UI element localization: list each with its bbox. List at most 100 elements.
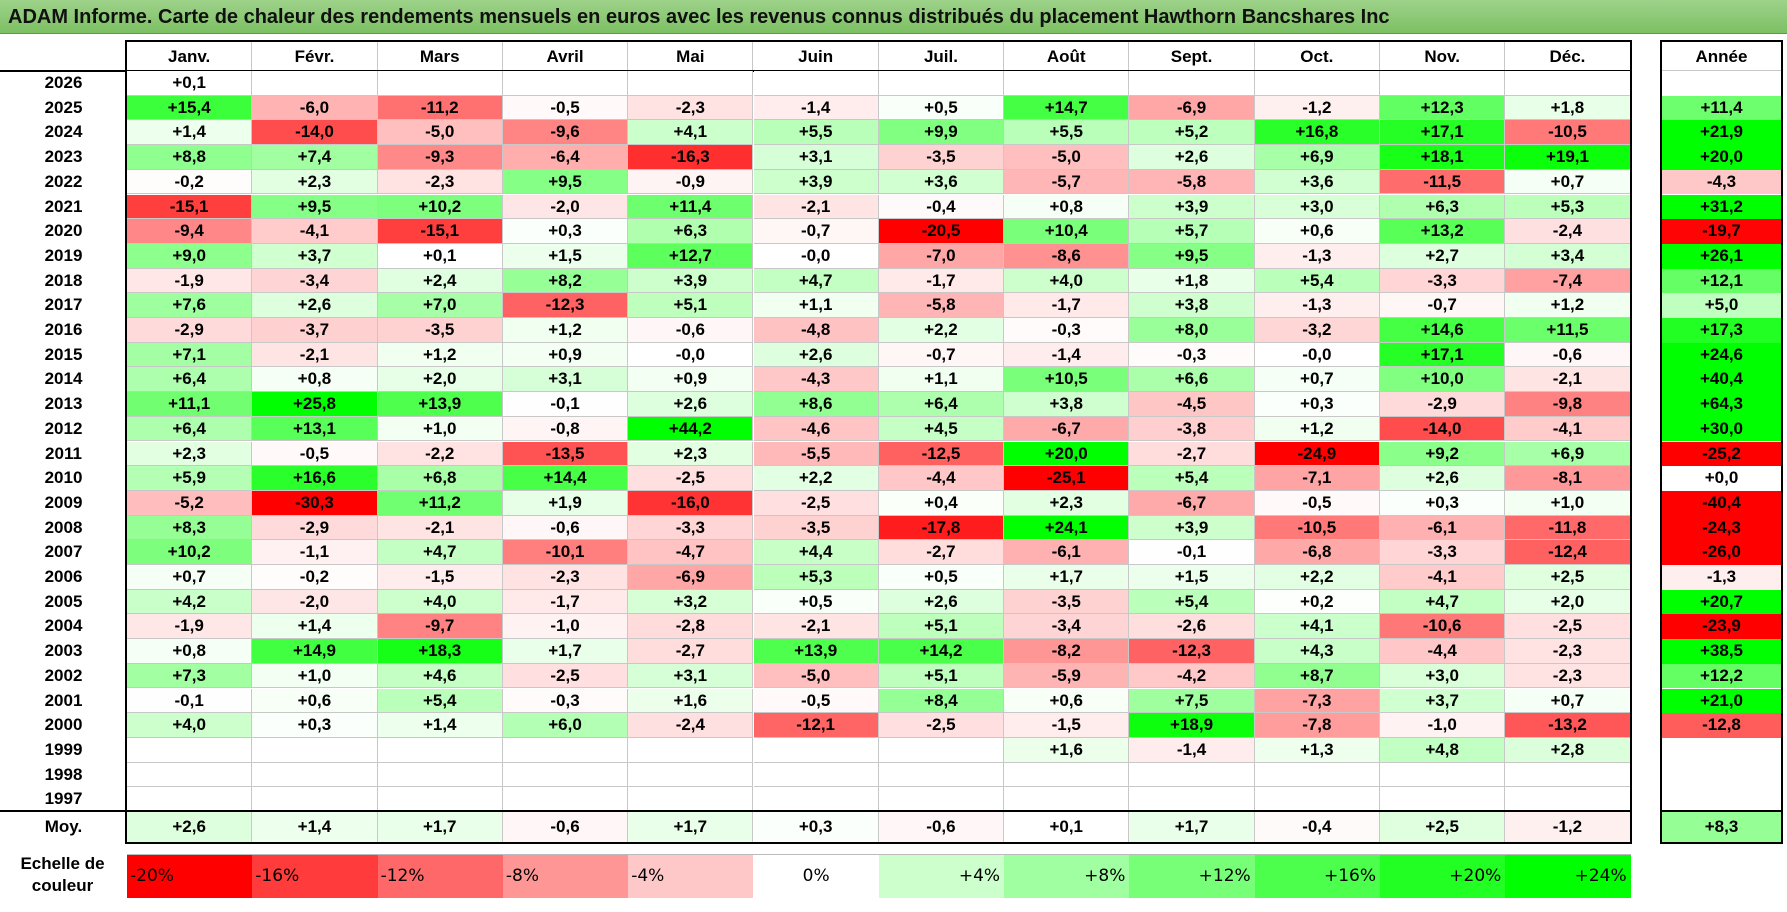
heatmap-cell: +5,5	[753, 120, 879, 146]
heatmap-cell: -1,2	[1254, 95, 1380, 121]
heatmap-cell: +5,1	[878, 663, 1005, 689]
heatmap-cell	[628, 762, 754, 788]
annual-cell: -23,9	[1662, 614, 1781, 640]
heatmap-cell: -10,5	[1254, 515, 1380, 541]
heatmap-cell: +13,9	[753, 639, 879, 664]
heatmap-cell	[1254, 762, 1380, 788]
heatmap-cell: +44,2	[628, 416, 754, 442]
row-year-label: 2024	[44, 122, 83, 142]
heatmap-cell: -1,0	[1380, 713, 1506, 738]
heatmap-cell: +1,5	[502, 243, 629, 269]
heatmap-cell: -0,5	[252, 441, 378, 467]
heatmap-cell: -0,0	[753, 243, 879, 269]
scale-step: -4%	[628, 854, 754, 898]
heatmap-cell	[127, 737, 253, 763]
heatmap-cell: -1,3	[1254, 293, 1380, 318]
heatmap-cell: -0,7	[753, 219, 879, 244]
heatmap-cell: +7,6	[127, 293, 253, 318]
heatmap-cell: -0,1	[502, 392, 629, 417]
heatmap-cell	[878, 762, 1005, 788]
heatmap-cell: +3,4	[1505, 243, 1631, 269]
heatmap-cell: +10,5	[1004, 367, 1130, 393]
heatmap-cell: +17,1	[1380, 120, 1506, 146]
heatmap-cell: -0,6	[502, 515, 629, 541]
heatmap-cell: -9,3	[377, 145, 503, 170]
heatmap-cell	[1004, 71, 1130, 96]
heatmap-cell: +5,1	[628, 293, 754, 318]
average-cell: +0,3	[753, 812, 879, 842]
heatmap-cell	[252, 71, 378, 96]
heatmap-cell: +2,3	[628, 441, 754, 467]
heatmap-cell: +1,2	[502, 318, 629, 343]
heatmap-cell: +0,9	[502, 342, 629, 368]
heatmap-cell: +1,9	[502, 490, 629, 516]
heatmap-cell: -25,1	[1004, 466, 1130, 491]
heatmap-cell: -2,1	[1505, 367, 1631, 393]
row-year-label: 2001	[44, 690, 83, 710]
heatmap-cell: -4,1	[1380, 565, 1506, 590]
heatmap-cell: +4,7	[753, 268, 879, 294]
heatmap-cell: -2,0	[502, 194, 629, 220]
heatmap-cell: -2,4	[628, 713, 754, 738]
heatmap-cell	[1380, 787, 1506, 812]
heatmap-cell: +11,4	[628, 194, 754, 220]
heatmap-cell: +14,9	[252, 639, 378, 664]
heatmap-cell	[628, 787, 754, 812]
heatmap-cell: -11,5	[1380, 169, 1506, 195]
heatmap-cell: +3,9	[753, 169, 879, 195]
heatmap-cell: +10,2	[377, 194, 503, 220]
heatmap-cell: -1,7	[878, 268, 1005, 294]
heatmap-cell: +1,3	[1254, 737, 1380, 763]
heatmap-cell	[377, 71, 503, 96]
heatmap-cell: -9,4	[127, 219, 253, 244]
heatmap-cell: -2,3	[377, 169, 503, 195]
heatmap-cell: +1,2	[1254, 416, 1380, 442]
heatmap-cell: -3,7	[252, 318, 378, 343]
heatmap-cell: -2,2	[377, 441, 503, 467]
heatmap-cell: +9,0	[127, 243, 253, 269]
heatmap-cell	[1505, 71, 1631, 96]
heatmap-cell: -2,5	[753, 490, 879, 516]
heatmap-cell: +2,2	[1254, 565, 1380, 590]
heatmap-cell: -1,4	[1004, 342, 1130, 368]
heatmap-cell: -6,0	[252, 95, 378, 121]
heatmap-cell: +8,4	[878, 688, 1005, 714]
heatmap-cell: -4,2	[1129, 663, 1255, 689]
heatmap-cell: +4,2	[127, 589, 253, 615]
heatmap-cell: -7,4	[1505, 268, 1631, 294]
heatmap-cell: +0,9	[628, 367, 754, 393]
average-cell: +1,7	[377, 812, 503, 842]
heatmap-cell: -2,7	[878, 540, 1005, 565]
heatmap-cell: -4,4	[878, 466, 1005, 491]
heatmap-cell: -4,1	[1505, 416, 1631, 442]
heatmap-cell: +0,7	[1254, 367, 1380, 393]
heatmap-cell: -0,3	[1004, 318, 1130, 343]
heatmap-cell: +4,0	[1004, 268, 1130, 294]
heatmap-cell: -1,9	[127, 268, 253, 294]
row-year-label: 2004	[44, 616, 83, 636]
heatmap-cell: +0,1	[377, 243, 503, 269]
heatmap-cell: +16,6	[252, 466, 378, 491]
heatmap-cell: +11,2	[377, 490, 503, 516]
heatmap-cell: -2,5	[1505, 614, 1631, 640]
heatmap-cell: -2,7	[1129, 441, 1255, 467]
heatmap-cell: -0,0	[1254, 342, 1380, 368]
heatmap-cell: +6,6	[1129, 367, 1255, 393]
heatmap-cell: -5,5	[753, 441, 879, 467]
heatmap-cell: -3,3	[1380, 540, 1506, 565]
heatmap-cell: +15,4	[127, 95, 253, 121]
heatmap-cell: -0,4	[878, 194, 1005, 220]
row-year-label: 2026	[44, 73, 83, 92]
heatmap-cell: +7,5	[1129, 688, 1255, 714]
heatmap-cell: +3,7	[252, 243, 378, 269]
row-year-label: 2013	[44, 394, 83, 414]
heatmap-cell: -12,1	[753, 713, 879, 738]
heatmap-cell	[252, 787, 378, 812]
heatmap-cell: +14,4	[502, 466, 629, 491]
heatmap-cell: +2,6	[878, 589, 1005, 615]
heatmap-cell: +4,8	[1380, 737, 1506, 763]
heatmap-cell: -3,4	[1004, 614, 1130, 640]
heatmap-cell	[502, 762, 629, 788]
heatmap-cell: -2,5	[878, 713, 1005, 738]
heatmap-cell: -2,6	[1129, 614, 1255, 640]
